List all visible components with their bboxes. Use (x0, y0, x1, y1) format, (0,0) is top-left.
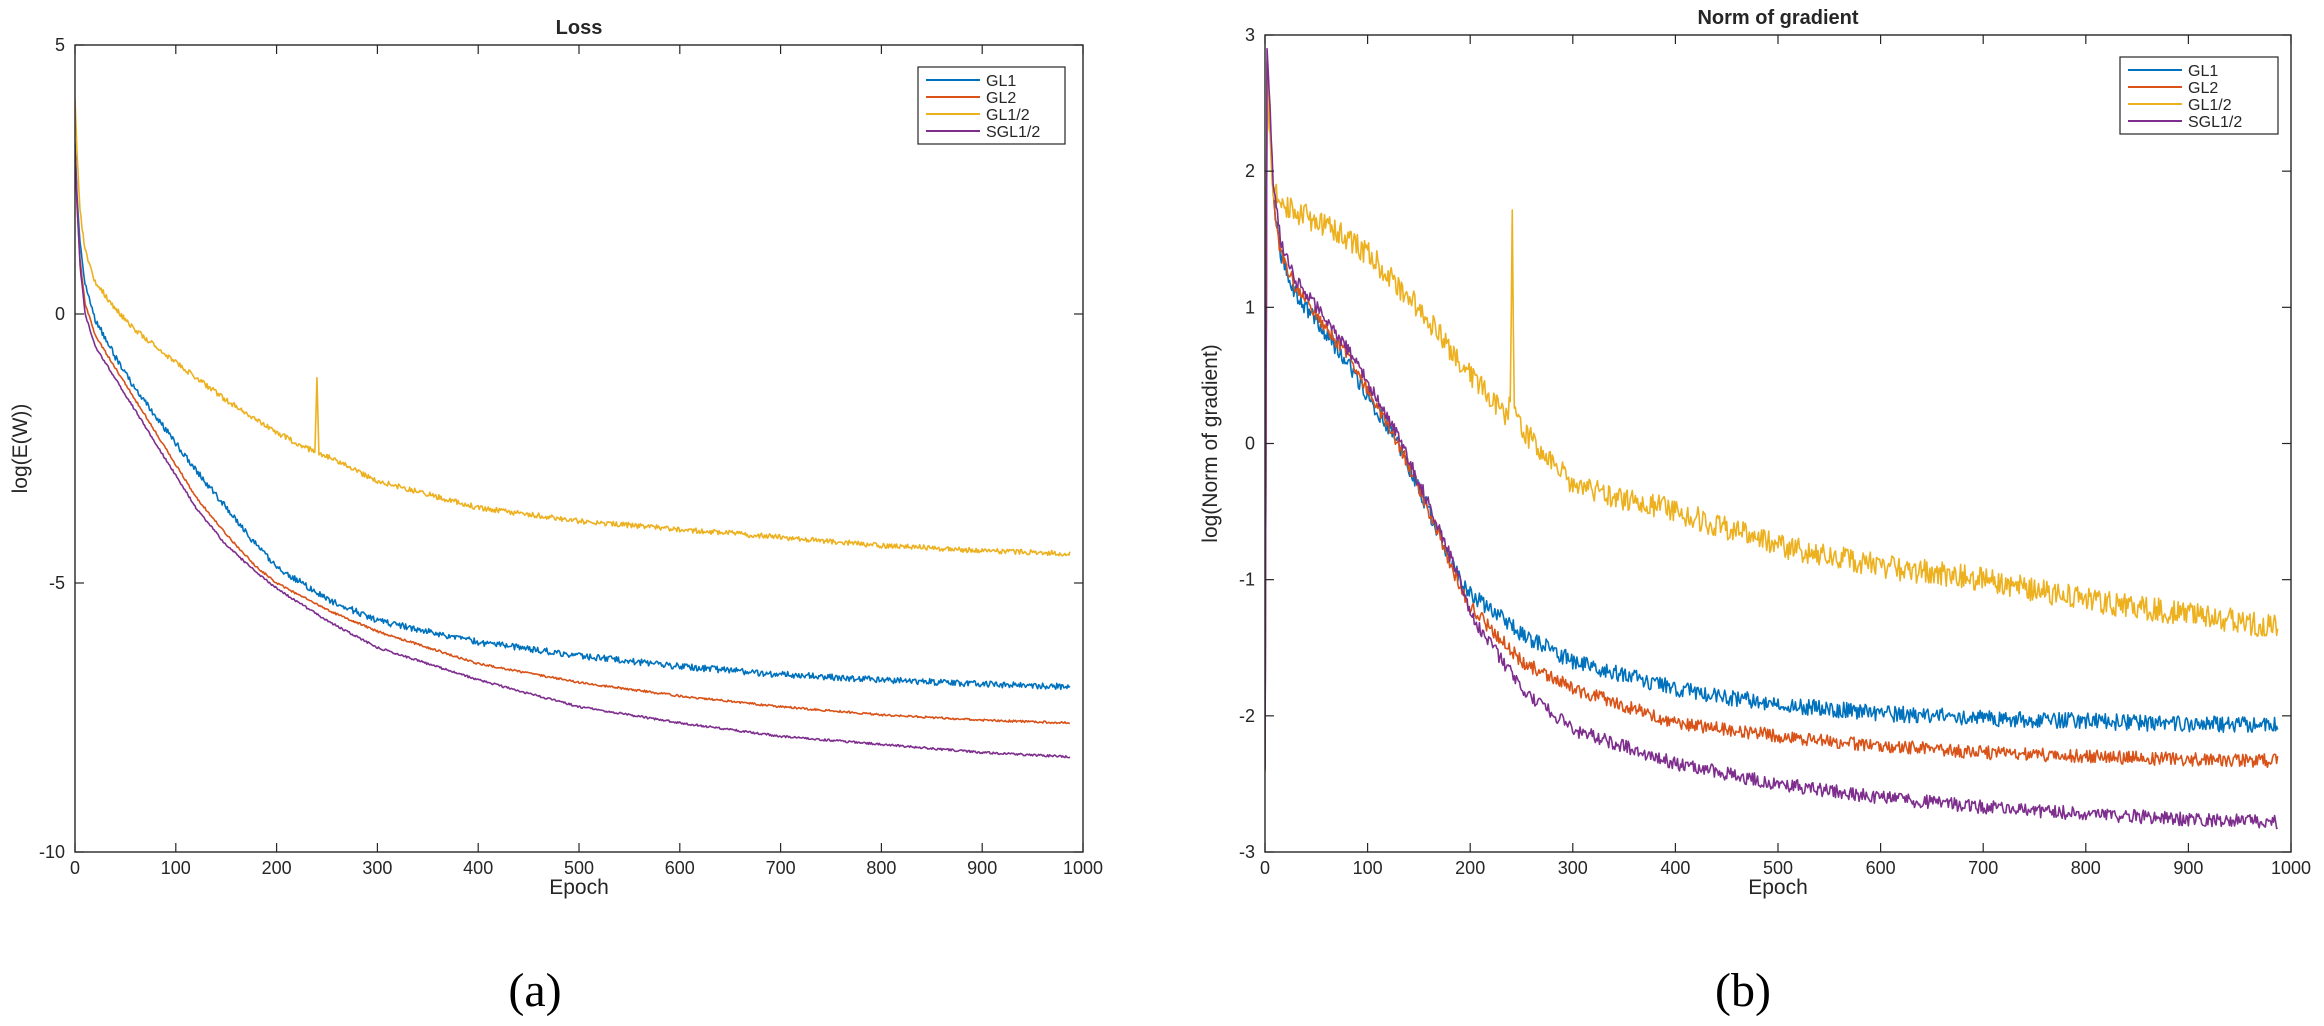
x-tick-label: 900 (967, 858, 997, 878)
x-tick-label: 300 (1558, 858, 1588, 878)
legend-label: GL1 (986, 73, 1016, 90)
x-tick-label: 500 (564, 858, 594, 878)
x-tick-label: 700 (1968, 858, 1998, 878)
series-line-gl1-2 (1265, 60, 2279, 773)
series-line-sgl1-2 (1265, 47, 2278, 830)
x-tick-label: 100 (161, 858, 191, 878)
y-tick-label: 1 (1245, 297, 1255, 317)
y-tick-label: 0 (55, 304, 65, 324)
x-tick-label: 1000 (2271, 858, 2311, 878)
legend-label: GL1 (2188, 63, 2218, 80)
x-tick-label: 800 (866, 858, 896, 878)
x-tick-label: 400 (1660, 858, 1690, 878)
x-tick-label: 1000 (1063, 858, 1103, 878)
series-line-gl1-2 (75, 99, 1071, 557)
x-axis-label: Epoch (549, 876, 609, 899)
y-tick-label: 2 (1245, 161, 1255, 181)
y-tick-label: -1 (1239, 570, 1255, 590)
y-tick-label: 3 (1245, 25, 1255, 45)
x-tick-label: 800 (2071, 858, 2101, 878)
y-tick-label: -10 (39, 842, 65, 862)
series-line-gl1 (1265, 62, 2279, 769)
y-axis-label: log(E(W)) (9, 404, 32, 494)
series-line-gl1 (75, 141, 1071, 691)
x-tick-label: 900 (2173, 858, 2203, 878)
legend-label: SGL1/2 (986, 124, 1040, 141)
x-tick-label: 0 (1260, 858, 1270, 878)
legend-label: GL2 (2188, 80, 2218, 97)
x-tick-label: 200 (1455, 858, 1485, 878)
panel-label-b: (b) (1715, 964, 1771, 1017)
chart-title: Loss (556, 17, 603, 39)
series-line-gl2 (1265, 60, 2279, 771)
x-tick-label: 600 (1866, 858, 1896, 878)
legend-label: GL1/2 (986, 107, 1030, 124)
x-tick-label: 500 (1763, 858, 1793, 878)
plot-area-frame (1264, 34, 2292, 853)
y-tick-label: -5 (49, 573, 65, 593)
chart-panel-loss: 0 100 200 300 400 500 600 700 800 900 1000 -10 -5 0 5 L… (9, 17, 1103, 899)
x-axis-label: Epoch (1748, 876, 1808, 899)
x-tick-label: 300 (362, 858, 392, 878)
chart-title: Norm of gradient (1697, 7, 1858, 29)
y-tick-label: -2 (1239, 706, 1255, 726)
plot-area-frame (74, 44, 1084, 853)
x-tick-label: 100 (1353, 858, 1383, 878)
series-line-sgl1-2 (75, 147, 1071, 759)
x-tick-label: 600 (665, 858, 695, 878)
x-tick-label: 0 (70, 858, 80, 878)
y-tick-label: 5 (55, 35, 65, 55)
x-tick-label: 400 (463, 858, 493, 878)
series-line-gl2 (75, 152, 1071, 725)
chart-panel-gradient-norm: 0 100 200 300 400 500 600 700 800 900 1000 -3 -2 -1 0 1… (1199, 7, 2311, 899)
legend-label: GL2 (986, 90, 1016, 107)
y-tick-label: -3 (1239, 842, 1255, 862)
panel-label-a: (a) (508, 964, 561, 1017)
legend-label: SGL1/2 (2188, 114, 2242, 131)
y-axis-label: log(Norm of gradient) (1199, 344, 1222, 542)
y-tick-label: 0 (1245, 434, 1255, 454)
x-tick-label: 700 (766, 858, 796, 878)
x-tick-label: 200 (262, 858, 292, 878)
legend-label: GL1/2 (2188, 97, 2232, 114)
